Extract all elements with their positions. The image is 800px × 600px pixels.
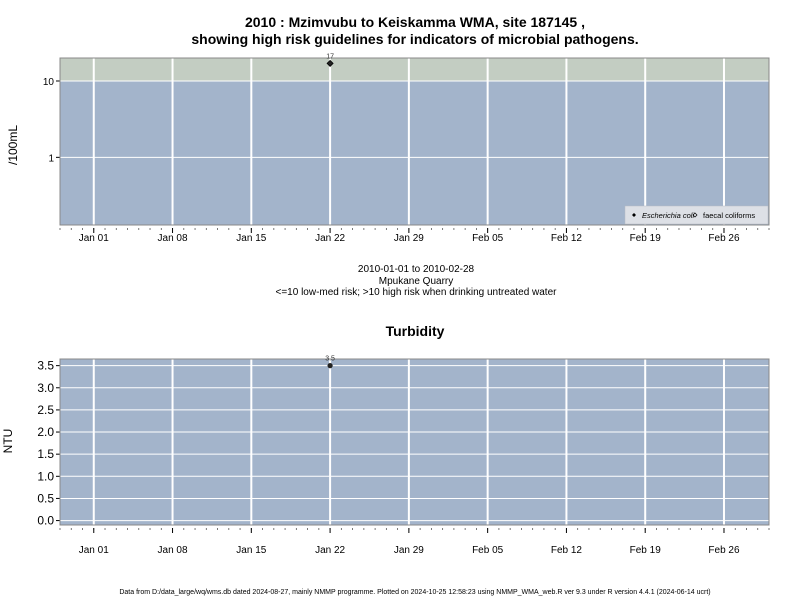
- turbidity-ytick-label: 2.0: [37, 425, 54, 439]
- legend-box: [624, 205, 769, 225]
- microbial-xtick-label: Feb 19: [630, 233, 662, 244]
- turbidity-ytick-label: 3.5: [37, 359, 54, 373]
- microbial-ytick-label: 1: [48, 153, 54, 164]
- date-range-label: 2010-01-01 to 2010-02-28: [357, 264, 475, 275]
- turbidity-xtick-label: Feb 12: [551, 545, 583, 556]
- turbidity-data-point: [327, 363, 333, 369]
- turbidity-plot-frame: [59, 358, 770, 526]
- microbial-legend: Escherichia coli faecal coliforms: [624, 205, 769, 225]
- microbial-xtick-label: Jan 29: [394, 233, 424, 244]
- microbial-ytick-label: 10: [43, 77, 55, 88]
- turbidity-xtick-label: Jan 08: [158, 545, 188, 556]
- turbidity-xtick-label: Jan 29: [394, 545, 424, 556]
- microbial-xtick-label: Feb 12: [551, 233, 583, 244]
- microbial-plot-frame: [59, 57, 770, 226]
- turbidity-chart: 0.0 0.5 1.0 1.5 2.0 2.5 3.0 3.5 Jan 01 Jan 08 Jan …: [37, 356, 770, 556]
- turbidity-ytick-label: 1.0: [37, 469, 54, 483]
- legend-marker-filled-diamond: [632, 213, 636, 217]
- turbidity-xtick-label: Feb 05: [472, 545, 504, 556]
- turbidity-chart-title: Turbidity: [385, 323, 445, 339]
- turbidity-xtick-label: Jan 22: [315, 545, 345, 556]
- microbial-chart: 1 10 Jan 01 Jan 08 Jan 15 Jan 22 Jan 29 Feb 05 F…: [43, 53, 770, 244]
- chart-title-line1: 2010 : Mzimvubu to Keiskamma WMA, site 1…: [244, 14, 585, 30]
- turbidity-xtick-label: Feb 26: [708, 545, 740, 556]
- microbial-xtick-label: Jan 22: [315, 233, 345, 244]
- turbidity-ytick-label: 0.5: [37, 491, 54, 505]
- turbidity-ytick-label: 1.5: [37, 447, 54, 461]
- risk-note-label: <=10 low-med risk; >10 high risk when dr…: [275, 287, 557, 298]
- microbial-plot-background: [60, 58, 769, 225]
- turbidity-xtick-label: Feb 19: [630, 545, 662, 556]
- microbial-high-risk-band: [60, 58, 769, 81]
- turbidity-xtick-label: Jan 01: [79, 545, 109, 556]
- microbial-xtick-label: Jan 01: [79, 233, 109, 244]
- turbidity-ytick-label: 3.0: [37, 381, 54, 395]
- footer-note: Data from D:/data_large/wq/wms.db dated …: [119, 589, 711, 596]
- microbial-xtick-label: Jan 15: [236, 233, 266, 244]
- site-name-label: Mpukane Quarry: [378, 276, 454, 287]
- microbial-data-point: [326, 59, 334, 67]
- legend-entry-label: faecal coliforms: [703, 211, 755, 220]
- turbidity-data-label: 3.5: [325, 356, 335, 363]
- chart-title-line2: showing high risk guidelines for indicat…: [191, 31, 639, 47]
- microbial-xtick-label: Feb 26: [708, 233, 740, 244]
- turbidity-plot-background: [60, 359, 769, 525]
- microbial-xtick-label: Feb 05: [472, 233, 504, 244]
- microbial-data-label: 17: [326, 53, 334, 60]
- turbidity-ytick-label: 0.0: [37, 514, 54, 528]
- turbidity-ytick-label: 2.5: [37, 403, 54, 417]
- legend-entry-label: Escherichia coli: [642, 211, 694, 220]
- legend-marker-open-diamond: [692, 212, 698, 218]
- microbial-xtick-label: Jan 08: [158, 233, 188, 244]
- turbidity-xtick-label: Jan 15: [236, 545, 266, 556]
